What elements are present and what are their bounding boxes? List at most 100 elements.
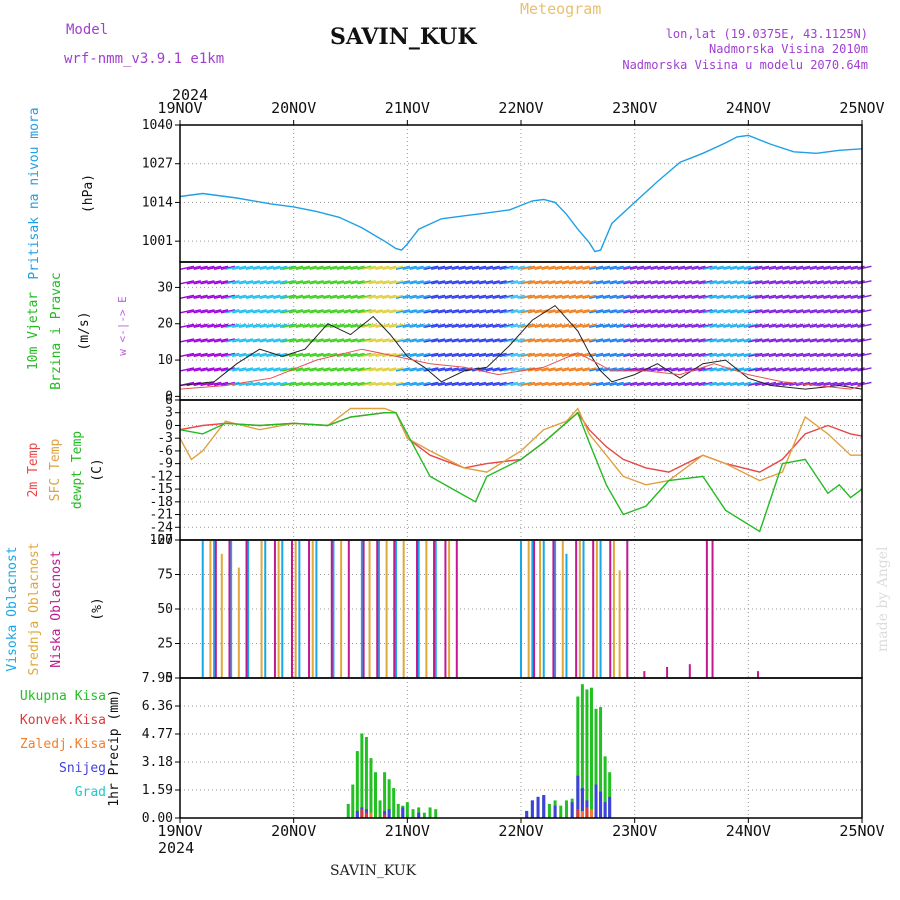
wind-barb: [609, 265, 624, 270]
x-tick-label-top: 21NOV: [385, 99, 430, 117]
wind-barb: [554, 352, 570, 358]
wind-barb: [743, 323, 758, 329]
y-axis-label: 10m Vjetar: [26, 292, 41, 370]
wind-barb: [554, 294, 570, 300]
wind-barb: [809, 309, 824, 314]
wind-barb: [716, 309, 731, 314]
wind-barb: [458, 352, 473, 358]
wind-barb: [575, 323, 590, 329]
wind-barb: [302, 309, 317, 314]
wind-barb: [691, 309, 706, 314]
bar-0: [576, 696, 580, 818]
wind-barb: [761, 280, 777, 285]
wind-barb: [691, 280, 706, 285]
bar-0: [360, 733, 364, 818]
wind-barb: [768, 323, 783, 329]
elevation-text: Nadmorska Visina 2010m: [709, 42, 868, 56]
wind-barb: [857, 265, 872, 270]
wind-barb: [541, 338, 556, 343]
y-tick-label: 6: [165, 393, 173, 408]
wind-barb: [444, 381, 459, 387]
wind-barb: [534, 294, 549, 300]
wind-barb: [245, 323, 261, 329]
wind-barb: [288, 265, 304, 270]
bar-0: [589, 687, 593, 818]
wind-barb: [698, 381, 713, 387]
wind-barb: [664, 294, 679, 300]
wind-barb: [664, 381, 679, 387]
bar-2: [330, 540, 333, 678]
wind-barb: [702, 338, 718, 343]
wind-barb: [220, 381, 236, 387]
bar-0: [201, 540, 204, 678]
wind-barb: [554, 338, 570, 343]
wind-barb: [595, 294, 611, 300]
wind-barb: [357, 265, 372, 270]
wind-barb: [200, 367, 215, 372]
y-tick-label: 50: [157, 602, 173, 617]
wind-barb: [755, 367, 770, 372]
wind-barb: [602, 381, 617, 387]
y-tick-label: 1027: [142, 157, 173, 172]
wind-barb: [179, 367, 195, 372]
wind-barb: [575, 265, 590, 270]
wind-barb: [444, 294, 459, 300]
wind-barb: [238, 338, 254, 343]
bar-1: [618, 570, 621, 678]
wind-barb: [743, 352, 758, 358]
wind-barb: [554, 323, 570, 329]
bar-0: [364, 736, 368, 818]
wind-barb: [200, 323, 215, 329]
wind-barb: [361, 367, 377, 372]
wind-barb: [357, 381, 372, 387]
wind-barb: [629, 352, 645, 358]
wind-barb: [568, 309, 583, 314]
wind-barb: [252, 381, 267, 387]
wind-barb: [729, 294, 745, 300]
bar-0: [554, 540, 557, 678]
wind-barb: [677, 294, 693, 300]
bar-1: [355, 810, 359, 818]
wind-barb: [193, 352, 208, 358]
bar-1: [530, 800, 534, 818]
bar-2: [455, 540, 458, 678]
bar-0: [378, 800, 382, 818]
bar-2: [688, 664, 691, 678]
wind-barb: [677, 338, 693, 343]
wind-barb: [375, 280, 390, 285]
y-tick-label: -12: [150, 469, 173, 484]
wind-barb: [266, 309, 281, 314]
wind-barb: [602, 280, 617, 285]
wind-barb: [478, 352, 494, 358]
wind-barb: [510, 323, 525, 329]
bar-2: [416, 540, 419, 678]
wind-barb: [795, 294, 811, 300]
wind-barb: [309, 280, 324, 285]
bar-0: [520, 540, 522, 678]
wind-barb: [809, 294, 824, 300]
wind-barb: [409, 309, 424, 314]
wind-barb: [471, 280, 487, 285]
wind-barb: [843, 367, 858, 372]
wind-barb: [302, 280, 317, 285]
wind-barb: [465, 352, 480, 358]
wind-barb: [288, 352, 304, 358]
wind-barb: [409, 280, 424, 285]
wind-barb: [416, 367, 431, 372]
wind-barb: [492, 309, 507, 314]
wind-barb: [768, 352, 783, 358]
wind-barb: [657, 294, 672, 300]
wind-barb: [503, 323, 519, 329]
wind-barb: [568, 338, 583, 343]
wind-barb: [213, 280, 229, 285]
wind-barb: [424, 280, 439, 285]
bar-1: [599, 791, 603, 818]
series-line-2: [179, 411, 863, 533]
wind-barb: [357, 338, 372, 343]
wind-barb: [431, 338, 446, 343]
bar-1: [536, 796, 540, 818]
bar-1: [417, 812, 421, 818]
bar-1: [340, 540, 343, 678]
wind-barb: [816, 309, 831, 314]
wind-barb: [755, 352, 770, 358]
